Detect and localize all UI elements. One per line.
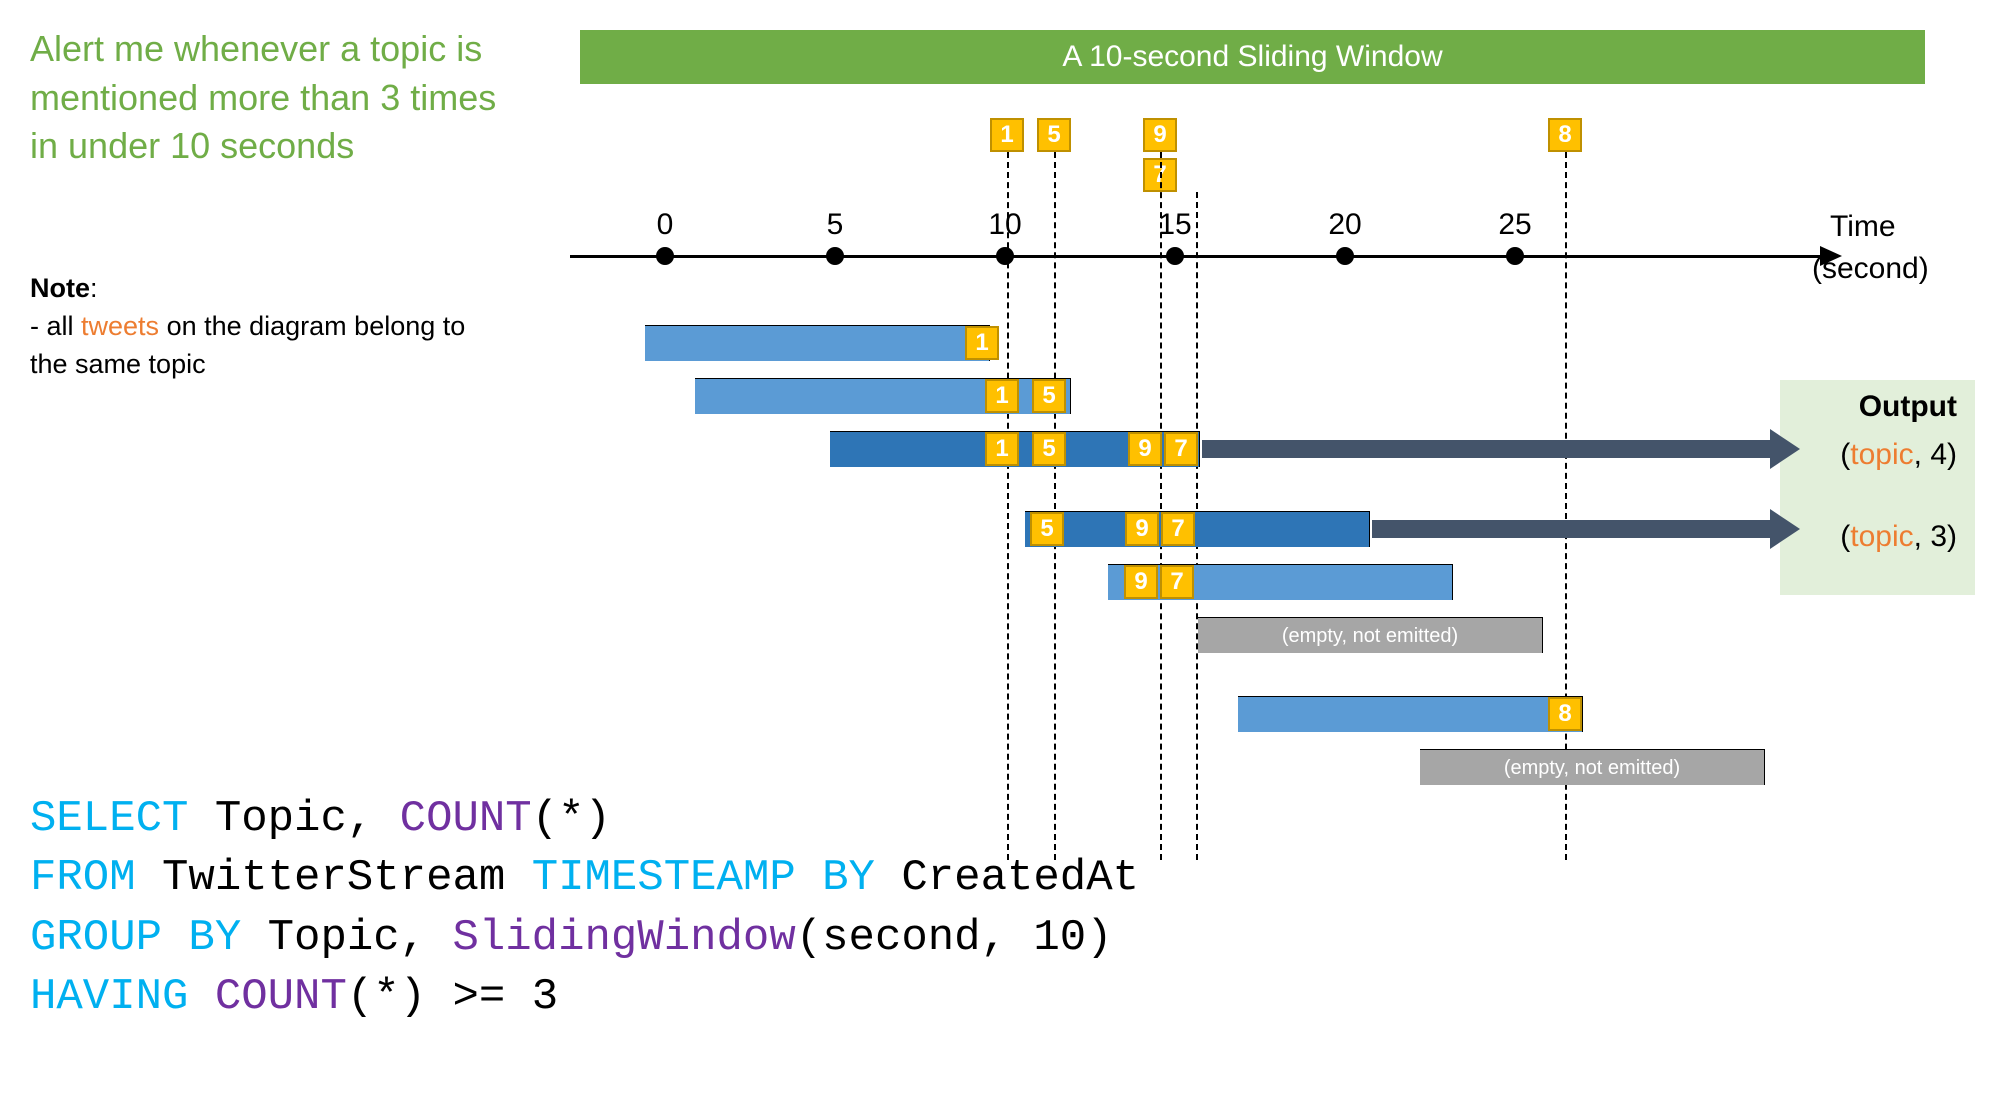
event-box: 7 bbox=[1161, 512, 1195, 546]
tick-dot bbox=[1336, 247, 1354, 265]
tick-label: 10 bbox=[988, 208, 1021, 242]
dashed-guide bbox=[1160, 152, 1162, 860]
output-panel: Output (topic, 4) (topic, 3) bbox=[1780, 380, 1975, 595]
dashed-guide bbox=[1196, 192, 1198, 860]
note-label: Note bbox=[30, 273, 90, 303]
tick-label: 15 bbox=[1158, 208, 1191, 242]
dashed-guide bbox=[1007, 152, 1009, 860]
dashed-guide bbox=[1565, 152, 1567, 860]
output-arrow-shaft bbox=[1202, 440, 1770, 458]
event-box: 7 bbox=[1143, 158, 1177, 192]
tick-label: 20 bbox=[1328, 208, 1361, 242]
window-bar-empty: (empty, not emitted) bbox=[1198, 617, 1543, 653]
window-bar-empty: (empty, not emitted) bbox=[1420, 749, 1765, 785]
event-box: 8 bbox=[1548, 118, 1582, 152]
axis-label-time: Time bbox=[1830, 210, 1896, 244]
output-arrow-shaft bbox=[1372, 520, 1770, 538]
tick-dot bbox=[1166, 247, 1184, 265]
event-box: 9 bbox=[1128, 432, 1162, 466]
event-box: 1 bbox=[985, 379, 1019, 413]
window-bar bbox=[1108, 564, 1453, 600]
note-line: - all tweets on the diagram belong to th… bbox=[30, 311, 465, 379]
event-box: 7 bbox=[1164, 432, 1198, 466]
window-bar bbox=[645, 325, 990, 361]
scenario-heading: Alert me whenever a topic is mentioned m… bbox=[30, 25, 510, 171]
tick-dot bbox=[1506, 247, 1524, 265]
output-row-2: (topic, 3) bbox=[1798, 520, 1957, 554]
event-box: 1 bbox=[965, 326, 999, 360]
tick-label: 5 bbox=[827, 208, 844, 242]
event-box: 9 bbox=[1125, 512, 1159, 546]
tick-dot bbox=[996, 247, 1014, 265]
note-block: Note: - all tweets on the diagram belong… bbox=[30, 270, 490, 383]
event-box: 7 bbox=[1160, 565, 1194, 599]
output-title: Output bbox=[1798, 390, 1957, 424]
tick-label: 25 bbox=[1498, 208, 1531, 242]
event-box: 5 bbox=[1037, 118, 1071, 152]
axis-label-second: (second) bbox=[1812, 252, 1929, 286]
tick-dot bbox=[826, 247, 844, 265]
event-box: 9 bbox=[1124, 565, 1158, 599]
window-bar bbox=[830, 431, 1200, 467]
tick-label: 0 bbox=[657, 208, 674, 242]
event-box: 8 bbox=[1548, 697, 1582, 731]
event-box: 1 bbox=[990, 118, 1024, 152]
sql-query: SELECT Topic, COUNT(*) FROM TwitterStrea… bbox=[30, 790, 1139, 1028]
event-box: 1 bbox=[985, 432, 1019, 466]
event-box: 5 bbox=[1032, 432, 1066, 466]
sliding-window-banner: A 10-second Sliding Window bbox=[580, 30, 1925, 84]
time-axis bbox=[570, 255, 1820, 258]
window-bar bbox=[695, 378, 1071, 414]
output-row-1: (topic, 4) bbox=[1798, 438, 1957, 472]
tick-dot bbox=[656, 247, 674, 265]
window-bar bbox=[1025, 511, 1370, 547]
event-box: 5 bbox=[1030, 512, 1064, 546]
dashed-guide bbox=[1054, 152, 1056, 860]
event-box: 5 bbox=[1032, 379, 1066, 413]
window-bar bbox=[1238, 696, 1583, 732]
event-box: 9 bbox=[1143, 118, 1177, 152]
